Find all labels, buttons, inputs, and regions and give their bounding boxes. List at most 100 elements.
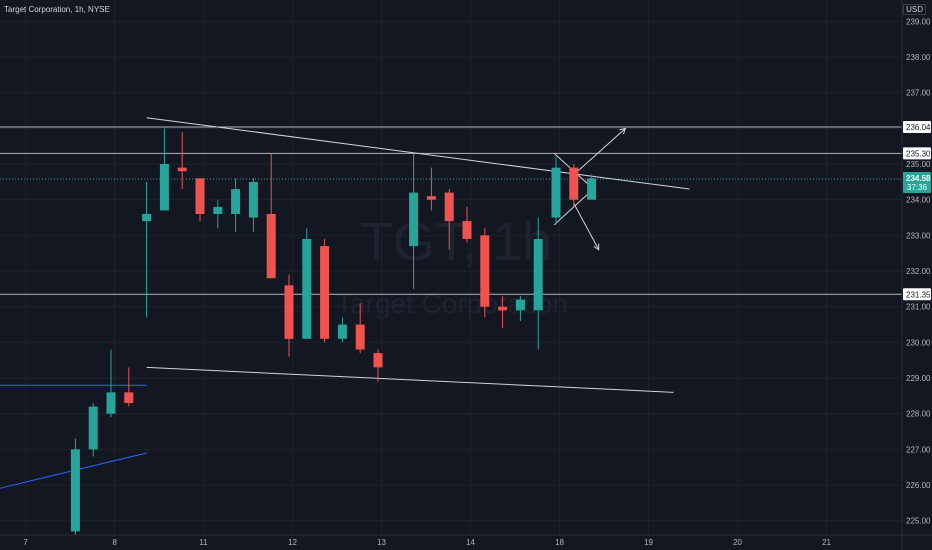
down-arrow[interactable] [573, 203, 600, 250]
candle [480, 228, 490, 318]
candle-body [551, 167, 561, 218]
candle [533, 217, 543, 350]
y-tick-label: 226.00 [906, 481, 931, 490]
candle [70, 438, 80, 539]
candle [231, 178, 241, 232]
candle-body [213, 206, 223, 214]
candle-body [480, 235, 490, 307]
candle-body [231, 189, 241, 214]
candle [320, 238, 330, 343]
x-tick-label: 12 [288, 538, 297, 547]
candle-body [106, 392, 116, 414]
candle [373, 349, 383, 382]
candle [515, 296, 525, 321]
candle [266, 153, 276, 279]
x-tick-label: 11 [199, 538, 208, 547]
x-tick-label: 14 [466, 538, 475, 547]
level-tag-bg [903, 147, 931, 160]
y-tick-label: 232.00 [906, 267, 931, 276]
level-tag: 235.30 [906, 149, 931, 158]
candle-body [515, 299, 525, 311]
watermark-name: Target Corporation [336, 288, 568, 319]
x-tick-label: 18 [555, 538, 564, 547]
y-tick-label: 233.00 [906, 231, 931, 240]
up-arrow[interactable] [573, 128, 626, 176]
y-tick-label: 239.00 [906, 17, 931, 26]
candle-body [88, 406, 98, 450]
upper-trendline[interactable] [146, 117, 690, 190]
level-tag: 231.35 [906, 290, 931, 299]
candle [177, 131, 187, 190]
down-arrow-head [593, 243, 600, 251]
x-tick-label: 21 [822, 538, 831, 547]
candle [551, 156, 561, 225]
candle-body [266, 214, 276, 279]
candle-body [462, 221, 472, 239]
candle-body [320, 246, 330, 339]
candle [498, 296, 508, 329]
x-tick-label: 19 [644, 538, 653, 547]
x-tick-label: 7 [23, 538, 28, 547]
time-axis-ticks: 7 8 11 12 13 14 18 19 20 21 [23, 538, 831, 547]
horizontal-levels[interactable] [0, 126, 902, 295]
x-tick-label: 20 [733, 538, 742, 547]
price-axis-ticks: 225.00 226.00 227.00 228.00 229.00 230.00 231.… [906, 17, 931, 525]
candle [124, 367, 134, 407]
grid-lines [0, 0, 902, 535]
candle [355, 303, 365, 354]
level-tag-bg [903, 120, 931, 133]
countdown-tag: 37:36 [907, 183, 928, 192]
candle-body [533, 238, 543, 311]
candle [284, 274, 294, 357]
level-tag: 236.04 [906, 123, 931, 132]
x-tick-label: 13 [377, 538, 386, 547]
candle [195, 178, 205, 222]
blue-diagonal[interactable] [0, 452, 147, 517]
lower-trendline[interactable] [146, 366, 674, 393]
y-tick-label: 230.00 [906, 338, 931, 347]
candle-body [409, 192, 419, 247]
candle [302, 228, 312, 339]
candle [462, 206, 472, 243]
y-tick-label: 235.00 [906, 160, 931, 169]
candle-body [302, 238, 312, 339]
candle-body [373, 353, 383, 368]
level-tag-bg [903, 288, 931, 301]
last-price-tag: 234.58 [906, 174, 931, 183]
y-tick-label: 227.00 [906, 445, 931, 454]
y-tick-label: 229.00 [906, 374, 931, 383]
candle [213, 199, 223, 229]
candle-body [177, 167, 187, 172]
y-tick-label: 234.00 [906, 196, 931, 205]
candle-body [587, 178, 597, 200]
y-tick-label: 228.00 [906, 410, 931, 419]
chart-title: Target Corporation, 1h, NYSE [4, 5, 110, 14]
candle [569, 164, 579, 207]
candle-body [498, 306, 508, 311]
candle [426, 167, 436, 211]
candle-body [159, 164, 169, 211]
candle [88, 403, 98, 457]
candle-body [284, 285, 294, 339]
currency-label[interactable]: USD [903, 4, 926, 15]
candle [159, 128, 169, 211]
candle [444, 189, 454, 250]
candle-body [195, 178, 205, 214]
candle [106, 349, 116, 418]
candle-body [444, 192, 454, 222]
candle [337, 317, 347, 343]
candle-body [569, 167, 579, 200]
price-axis-bg [902, 0, 932, 550]
y-tick-label: 238.00 [906, 53, 931, 62]
candle-body [248, 181, 258, 218]
y-tick-label: 237.00 [906, 89, 931, 98]
candle-body [355, 324, 365, 350]
candle-body [70, 449, 80, 532]
candle-body [337, 324, 347, 339]
candle [142, 181, 152, 318]
candle-body [142, 214, 152, 222]
last-price-tag-bg [903, 172, 931, 194]
